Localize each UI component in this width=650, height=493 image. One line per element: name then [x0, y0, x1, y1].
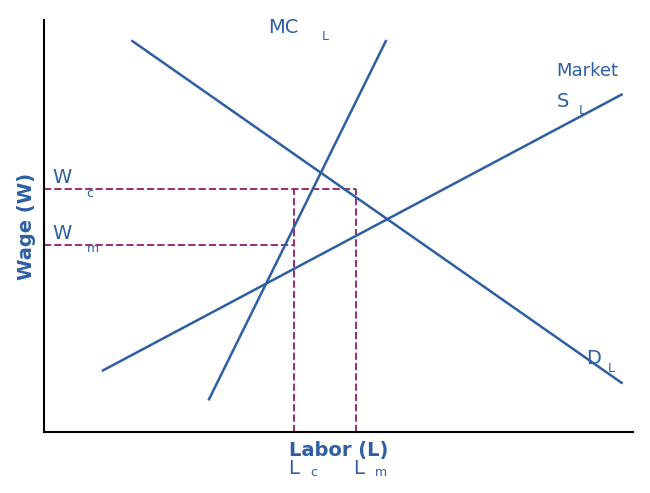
Text: L: L — [354, 459, 364, 478]
Text: m: m — [86, 242, 99, 255]
Text: W: W — [53, 168, 72, 187]
Text: c: c — [311, 466, 317, 479]
Text: m: m — [375, 466, 387, 479]
Y-axis label: Wage (W): Wage (W) — [17, 173, 36, 280]
Text: D: D — [586, 350, 601, 368]
Text: L: L — [608, 362, 615, 375]
Text: MC: MC — [268, 18, 298, 37]
X-axis label: Labor (L): Labor (L) — [289, 441, 388, 459]
Text: c: c — [86, 186, 94, 200]
Text: W: W — [53, 224, 72, 243]
Text: Market: Market — [556, 62, 619, 80]
Text: L: L — [322, 30, 329, 43]
Text: S: S — [556, 92, 569, 111]
Text: L: L — [289, 459, 300, 478]
Text: L: L — [579, 104, 586, 117]
